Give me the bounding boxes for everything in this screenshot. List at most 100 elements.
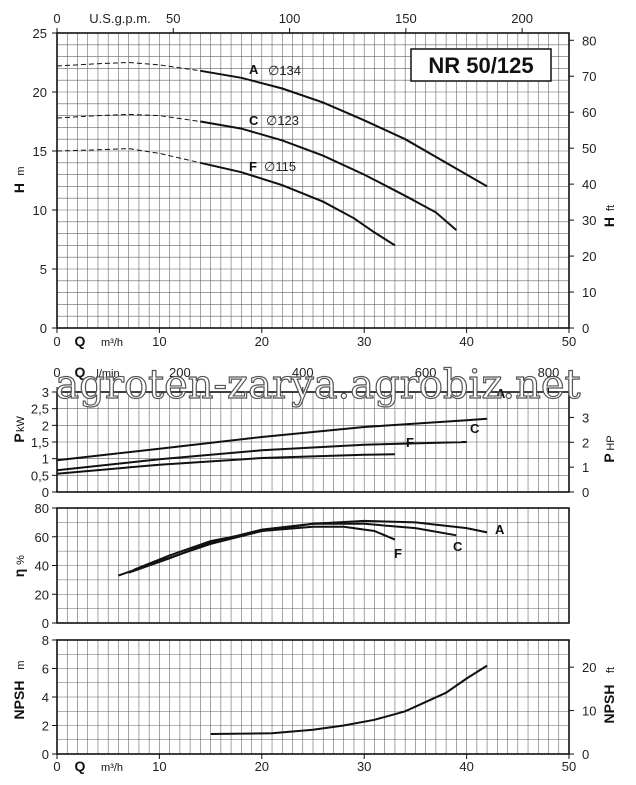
npsh-x-tick-label: 30 (357, 759, 371, 774)
head-right-tick-label: 40 (582, 177, 596, 192)
head-right-label: H (601, 217, 617, 227)
npsh-x-tick-label: 10 (152, 759, 166, 774)
head-x-tick-label: 20 (255, 334, 269, 349)
power-top-tick-label: 0 (53, 365, 60, 380)
power-q-label: Q (75, 364, 86, 380)
head-right-tick-label: 20 (582, 249, 596, 264)
power-curve-A (56, 417, 488, 462)
model-box (410, 48, 552, 82)
power-curve-label-C: C (470, 421, 480, 436)
head-curve-diameter-A: ∅134 (268, 63, 301, 78)
power-right-label: P (601, 453, 617, 462)
head-top-tick-label: 100 (279, 11, 301, 26)
power-y-label: P (11, 433, 27, 442)
head-q-label: Q (75, 333, 86, 349)
power-right-tick-label: 1 (582, 460, 589, 475)
head-curve-label-C: C (249, 113, 259, 128)
head-curve-C-dashed (56, 113, 201, 122)
power-curve-F (56, 453, 395, 475)
power-y-tick-label: 2 (42, 418, 49, 433)
head-right-tick-label: 30 (582, 213, 596, 228)
npsh-y-tick-label: 0 (42, 747, 49, 762)
eff-y-tick-label: 20 (35, 587, 49, 602)
head-x-tick-label: 0 (53, 334, 60, 349)
npsh-right-tick-label: 10 (582, 704, 596, 719)
head-frame (56, 32, 570, 329)
head-top-tick-label: 150 (395, 11, 417, 26)
power-top-tick-label: 600 (415, 365, 437, 380)
power-y-tick-label: 3 (42, 385, 49, 400)
power-right-tick-label: 3 (582, 410, 589, 425)
head-y-tick-label: 0 (40, 321, 47, 336)
power-top-tick-label: 800 (538, 365, 560, 380)
power-y-tick-label: 1 (42, 452, 49, 467)
npsh-right-tick-label: 20 (582, 660, 596, 675)
gpm-axis-label: U.S.g.p.m. (89, 11, 150, 26)
head-right-tick-label: 50 (582, 141, 596, 156)
head-curve-C (200, 120, 458, 231)
eff-curve-C (128, 522, 457, 574)
head-right-unit: ft (605, 205, 617, 211)
power-y-unit: kW (15, 415, 27, 432)
eff-y-tick-label: 40 (35, 559, 49, 574)
eff-curve-label-A: A (495, 522, 505, 537)
npsh-q-unit: m³/h (101, 762, 123, 774)
power-right-tick-label: 0 (582, 485, 589, 500)
head-y-tick-label: 5 (40, 262, 47, 277)
head-right-tick-label: 0 (582, 321, 589, 336)
head-right-tick-label: 10 (582, 285, 596, 300)
head-top-tick-label: 0 (53, 11, 60, 26)
head-curve-diameter-C: ∅123 (266, 113, 299, 128)
head-curve-label-A: A (249, 62, 259, 77)
npsh-y-unit: m (15, 660, 27, 669)
eff-y-label: η (11, 569, 27, 578)
npsh-right-unit: ft (605, 667, 617, 673)
power-curve-label-A: A (496, 386, 506, 401)
head-x-tick-label: 50 (562, 334, 576, 349)
head-curve-A (200, 69, 488, 188)
head-top-tick-label: 50 (166, 11, 180, 26)
power-y-tick-label: 0,5 (31, 468, 49, 483)
power-top-tick-label: 400 (292, 365, 314, 380)
npsh-curve (210, 664, 488, 735)
power-y-tick-label: 2,5 (31, 402, 49, 417)
head-top-tick-label: 200 (511, 11, 533, 26)
model-title: NR 50/125 (428, 53, 533, 78)
power-grid (56, 391, 570, 493)
npsh-y-tick-label: 6 (42, 662, 49, 677)
eff-curve-F (133, 525, 396, 571)
eff-y-tick-label: 80 (35, 501, 49, 516)
head-y-tick-label: 15 (33, 144, 47, 159)
npsh-y-tick-label: 2 (42, 719, 49, 734)
head-q-unit: m³/h (101, 337, 123, 349)
head-y-label: H (11, 183, 27, 193)
npsh-y-label: NPSH (11, 681, 27, 720)
head-curve-diameter-F: ∅115 (264, 159, 296, 174)
head-y-unit: m (15, 166, 27, 175)
power-right-unit: HP (605, 435, 617, 450)
head-x-tick-label: 10 (152, 334, 166, 349)
head-x-tick-label: 30 (357, 334, 371, 349)
eff-y-tick-label: 60 (35, 530, 49, 545)
head-x-tick-label: 40 (459, 334, 473, 349)
head-curve-A-dashed (56, 61, 201, 72)
power-y-tick-label: 1,5 (31, 435, 49, 450)
head-curve-F-dashed (56, 148, 201, 164)
power-right-tick-label: 2 (582, 435, 589, 450)
power-q-unit: l/min (96, 368, 119, 380)
watermark-text: agroten-zarya.agrobiz.net (55, 362, 580, 408)
npsh-x-tick-label: 50 (562, 759, 576, 774)
head-curve-F (200, 161, 396, 247)
eff-curve-label-F: F (394, 546, 402, 561)
npsh-x-tick-label: 0 (53, 759, 60, 774)
head-right-tick-label: 70 (582, 69, 596, 84)
power-curve-label-F: F (406, 435, 414, 450)
power-curve-C (56, 441, 467, 472)
head-right-tick-label: 80 (582, 33, 596, 48)
head-y-tick-label: 10 (33, 203, 47, 218)
power-y-tick-label: 0 (42, 485, 49, 500)
npsh-x-tick-label: 40 (459, 759, 473, 774)
npsh-grid (56, 639, 570, 755)
head-curve-label-F: F (249, 159, 257, 174)
